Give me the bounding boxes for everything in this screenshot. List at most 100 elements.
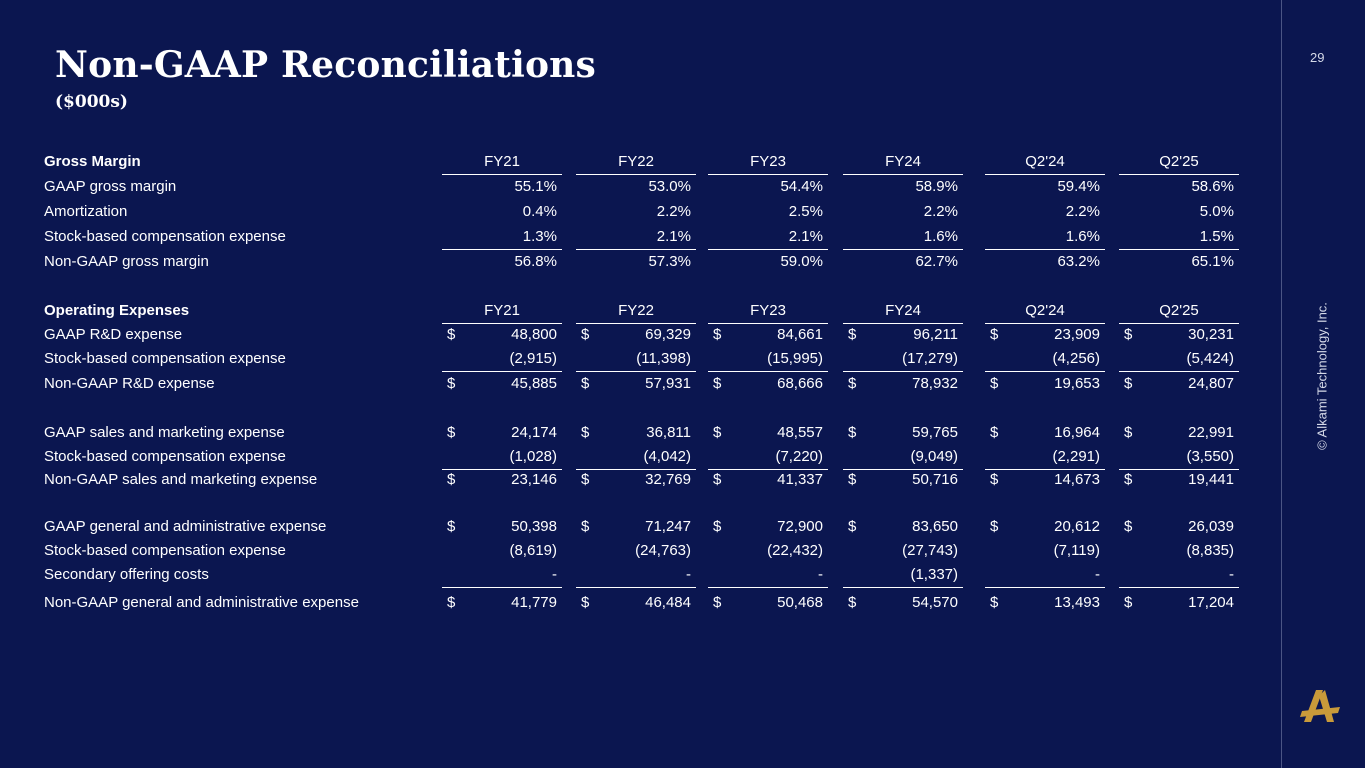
row-label: Amortization — [44, 203, 128, 220]
table-row: GAAP general and administrative expense … — [0, 518, 1281, 540]
table-cell: $23,909 — [990, 326, 1100, 343]
table-row: Non-GAAP sales and marketing expense $23… — [0, 471, 1281, 493]
table-cell: $20,612 — [990, 518, 1100, 535]
table-cell: (4,042) — [576, 448, 696, 470]
table-cell: 1.5% — [1119, 228, 1239, 250]
table-cell: $32,769 — [581, 471, 691, 488]
table-cell: $14,673 — [990, 471, 1100, 488]
table-cell: (22,432) — [767, 542, 823, 559]
column-header: FY24 — [843, 302, 963, 324]
column-header: Q2'25 — [1119, 153, 1239, 175]
table-cell: $50,398 — [447, 518, 557, 535]
row-label: Secondary offering costs — [44, 566, 209, 583]
table-header-row: Gross Margin FY21 FY22 FY23 FY24 Q2'24 Q… — [0, 153, 1281, 175]
table-cell: $26,039 — [1124, 518, 1234, 535]
table-cell: 5.0% — [1199, 203, 1234, 220]
table-cell: $69,329 — [581, 326, 691, 343]
table-cell: (7,119) — [1053, 542, 1100, 559]
table-cell: $24,807 — [1124, 375, 1234, 392]
row-label: GAAP gross margin — [44, 178, 177, 195]
table-cell: $24,174 — [447, 424, 557, 441]
table-cell: - — [708, 566, 828, 588]
table-cell: (5,424) — [1119, 350, 1239, 372]
row-label: Non-GAAP gross margin — [44, 253, 209, 270]
row-label: Non-GAAP sales and marketing expense — [44, 471, 318, 488]
table-cell: $23,146 — [447, 471, 557, 488]
table-cell: $72,900 — [713, 518, 823, 535]
financial-table: Gross Margin FY21 FY22 FY23 FY24 Q2'24 Q… — [0, 153, 1281, 616]
table-cell: 2.5% — [788, 203, 823, 220]
table-row: Non-GAAP general and administrative expe… — [0, 594, 1281, 616]
table-row: Stock-based compensation expense 1.3% 2.… — [0, 228, 1281, 250]
slide-subtitle: ($000s) — [55, 92, 128, 112]
table-cell: $41,337 — [713, 471, 823, 488]
table-cell: $19,653 — [990, 375, 1100, 392]
table-cell: (27,743) — [902, 542, 958, 559]
table-cell: (24,763) — [635, 542, 691, 559]
table-row: Non-GAAP R&D expense $45,885 $57,931 $68… — [0, 375, 1281, 397]
column-header: Q2'24 — [985, 302, 1105, 324]
row-label: Non-GAAP general and administrative expe… — [44, 594, 359, 611]
table-cell: (2,915) — [442, 350, 562, 372]
table-cell: (15,995) — [708, 350, 828, 372]
table-cell: (1,028) — [442, 448, 562, 470]
table-cell: 57.3% — [648, 253, 691, 270]
table-cell: $41,779 — [447, 594, 557, 611]
table-cell: 56.8% — [514, 253, 557, 270]
table-row: Stock-based compensation expense (2,915)… — [0, 350, 1281, 372]
table-cell: (9,049) — [843, 448, 963, 470]
table-cell: 2.1% — [576, 228, 696, 250]
table-cell: $48,800 — [447, 326, 557, 343]
table-cell: 65.1% — [1191, 253, 1234, 270]
table-cell: 53.0% — [648, 178, 691, 195]
column-header: Q2'24 — [985, 153, 1105, 175]
table-cell: 63.2% — [1057, 253, 1100, 270]
table-cell: (8,835) — [1186, 542, 1234, 559]
table-cell: 1.6% — [985, 228, 1105, 250]
table-cell: 1.3% — [442, 228, 562, 250]
table-cell: $68,666 — [713, 375, 823, 392]
table-cell: $83,650 — [848, 518, 958, 535]
slide-title: Non-GAAP Reconciliations — [55, 44, 597, 86]
row-label: Stock-based compensation expense — [44, 228, 286, 245]
table-cell: $19,441 — [1124, 471, 1234, 488]
table-cell: (7,220) — [708, 448, 828, 470]
table-row: Amortization 0.4% 2.2% 2.5% 2.2% 2.2% 5.… — [0, 203, 1281, 225]
table-row: Non-GAAP gross margin 56.8% 57.3% 59.0% … — [0, 253, 1281, 275]
table-cell: 54.4% — [780, 178, 823, 195]
table-row: GAAP sales and marketing expense $24,174… — [0, 424, 1281, 446]
table-cell: (8,619) — [509, 542, 557, 559]
table-cell: (3,550) — [1119, 448, 1239, 470]
table-cell: $22,991 — [1124, 424, 1234, 441]
table-cell: 58.9% — [915, 178, 958, 195]
table-cell: $45,885 — [447, 375, 557, 392]
table-cell: - — [442, 566, 562, 588]
table-cell: (11,398) — [576, 350, 696, 372]
table-cell: 58.6% — [1191, 178, 1234, 195]
table-cell: 62.7% — [915, 253, 958, 270]
sidebar-divider — [1281, 0, 1282, 768]
table-cell: $54,570 — [848, 594, 958, 611]
column-header: FY23 — [708, 302, 828, 324]
table-row: Secondary offering costs - - - (1,337) -… — [0, 566, 1281, 588]
table-cell: - — [985, 566, 1105, 588]
table-cell: 59.0% — [780, 253, 823, 270]
table-cell: $16,964 — [990, 424, 1100, 441]
page-number: 29 — [1310, 50, 1325, 65]
row-label: GAAP general and administrative expense — [44, 518, 327, 535]
table-cell: (2,291) — [985, 448, 1105, 470]
table-cell: (17,279) — [843, 350, 963, 372]
table-row: GAAP gross margin 55.1% 53.0% 54.4% 58.9… — [0, 178, 1281, 200]
row-label: GAAP sales and marketing expense — [44, 424, 285, 441]
table-cell: - — [576, 566, 696, 588]
table-cell: $59,765 — [848, 424, 958, 441]
row-label: Non-GAAP R&D expense — [44, 375, 215, 392]
column-header: FY24 — [843, 153, 963, 175]
alkami-logo-icon — [1300, 690, 1340, 722]
table-cell: 1.6% — [843, 228, 963, 250]
table-row: GAAP R&D expense $48,800 $69,329 $84,661… — [0, 326, 1281, 348]
table-header-row: Operating Expenses FY21 FY22 FY23 FY24 Q… — [0, 302, 1281, 324]
table-cell: $78,932 — [848, 375, 958, 392]
table-cell: 2.2% — [1065, 203, 1100, 220]
table-cell: $50,716 — [848, 471, 958, 488]
